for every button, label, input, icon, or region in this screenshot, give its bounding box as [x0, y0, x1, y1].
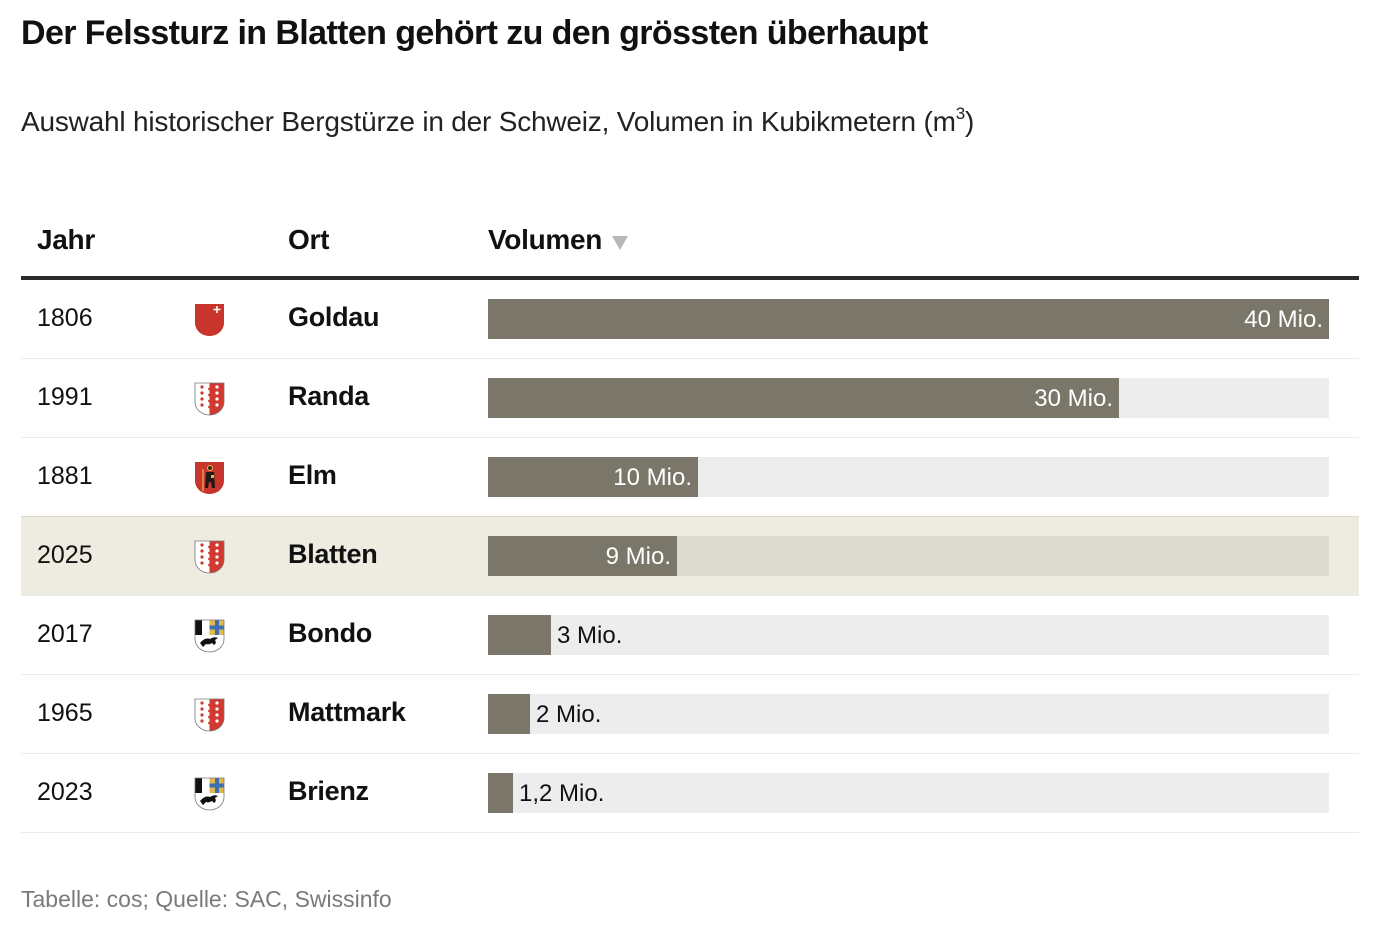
cell-year: 2017: [37, 620, 93, 648]
bar-track: 10 Mio.: [488, 457, 1329, 497]
table-row: 2025 Blatten 9 Mio.: [21, 516, 1359, 596]
bar-value-label: 30 Mio.: [1034, 385, 1113, 412]
cell-place: Blatten: [288, 539, 378, 569]
bar-value-label: 10 Mio.: [613, 464, 692, 491]
schwyz-crest-icon: [194, 303, 225, 337]
bar-blatten: [488, 536, 677, 576]
valais-crest-icon: [194, 698, 225, 732]
subtitle-text: Auswahl historischer Bergstürze in der S…: [21, 106, 956, 137]
table-row: 2023 Brienz 1,2 Mio.: [21, 754, 1359, 833]
table-row: 1965 Mattmark 2 Mio.: [21, 675, 1359, 754]
bar-mattmark: [488, 694, 530, 734]
table-row: 2017 Bondo 3 Mio.: [21, 596, 1359, 675]
bar-value-label: 40 Mio.: [1244, 306, 1323, 333]
bar-track: 2 Mio.: [488, 694, 1329, 734]
bar-value-label: 1,2 Mio.: [519, 780, 605, 807]
cell-place: Goldau: [288, 302, 380, 332]
header-year[interactable]: Jahr: [37, 224, 95, 255]
cell-place: Randa: [288, 381, 370, 411]
glarus-crest-icon: [194, 461, 225, 495]
subtitle-closing: ): [964, 106, 975, 137]
cell-place: Brienz: [288, 776, 369, 806]
sort-descending-icon[interactable]: [612, 236, 629, 250]
bar-elm: [488, 457, 698, 497]
subtitle-superscript: 3: [955, 104, 965, 123]
table-body: 1806 Goldau 40 Mio. 1991 Randa 30 Mio. 1881 Elm…: [21, 280, 1359, 833]
cell-year: 2025: [37, 541, 93, 569]
chart-title: Der Felssturz in Blatten gehört zu den g…: [21, 14, 928, 52]
bar-value-label: 2 Mio.: [536, 701, 602, 728]
header-volume[interactable]: Volumen: [488, 224, 629, 256]
table-header: Jahr Ort Volumen: [21, 218, 1359, 280]
bar-randa: [488, 378, 1119, 418]
cell-place: Mattmark: [288, 697, 406, 727]
table-row: 1881 Elm 10 Mio.: [21, 438, 1359, 517]
bar-goldau: [488, 299, 1329, 339]
graubuenden-crest-icon: [194, 777, 225, 811]
table-row: 1991 Randa 30 Mio.: [21, 359, 1359, 438]
bar-value-label: 9 Mio.: [605, 543, 671, 570]
bar-track: 1,2 Mio.: [488, 773, 1329, 813]
valais-crest-icon: [194, 540, 225, 574]
cell-year: 1991: [37, 383, 93, 411]
bar-track: 40 Mio.: [488, 299, 1329, 339]
bar-track: 9 Mio.: [488, 536, 1329, 576]
source-note: Tabelle: cos; Quelle: SAC, Swissinfo: [21, 886, 392, 912]
graubuenden-crest-icon: [194, 619, 225, 653]
chart-subtitle: Auswahl historischer Bergstürze in der S…: [21, 104, 975, 138]
bar-bondo: [488, 615, 551, 655]
cell-place: Bondo: [288, 618, 372, 648]
cell-year: 2023: [37, 778, 93, 806]
data-table: Jahr Ort Volumen 1806 Goldau 40 Mio. 1991 Ra…: [21, 218, 1359, 833]
bar-value-label: 3 Mio.: [557, 622, 623, 649]
table-row: 1806 Goldau 40 Mio.: [21, 280, 1359, 359]
cell-year: 1806: [37, 304, 93, 332]
bar-brienz: [488, 773, 513, 813]
cell-place: Elm: [288, 460, 337, 490]
bar-track: 30 Mio.: [488, 378, 1329, 418]
header-volume-label: Volumen: [488, 224, 603, 255]
cell-year: 1881: [37, 462, 93, 490]
bar-track: 3 Mio.: [488, 615, 1329, 655]
cell-year: 1965: [37, 699, 93, 727]
valais-crest-icon: [194, 382, 225, 416]
header-place[interactable]: Ort: [288, 224, 330, 255]
